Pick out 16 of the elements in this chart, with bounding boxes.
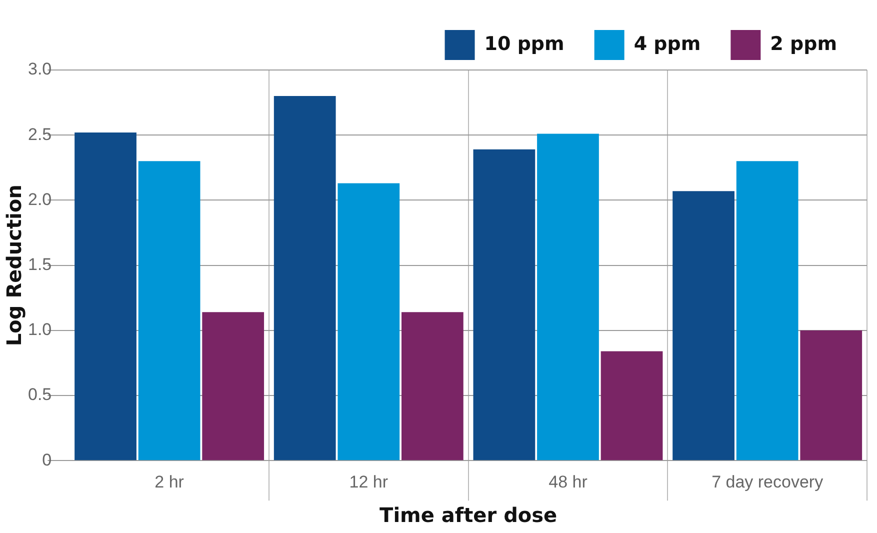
x-tick-label: 48 hr — [548, 472, 588, 492]
legend-label: 10 ppm — [484, 32, 564, 55]
y-tick-label: 3.0 — [28, 60, 52, 79]
y-tick-label: 2.0 — [28, 190, 52, 209]
y-tick-label: 0.5 — [28, 385, 52, 404]
legend-label: 4 ppm — [634, 32, 701, 55]
x-axis-title: Time after dose — [380, 503, 558, 528]
x-tick-label: 2 hr — [154, 472, 184, 492]
y-tick-label: 0 — [42, 450, 52, 470]
y-tick-label: 2.5 — [28, 124, 52, 144]
x-tick-label: 12 hr — [349, 472, 388, 492]
legend-label: 2 ppm — [770, 32, 838, 55]
y-tick-label: 1.5 — [28, 254, 52, 274]
y-axis-title: Log Reduction — [2, 184, 26, 346]
x-tick-label: 7 day recovery — [712, 472, 824, 492]
y-tick-label: 1.0 — [28, 320, 52, 340]
